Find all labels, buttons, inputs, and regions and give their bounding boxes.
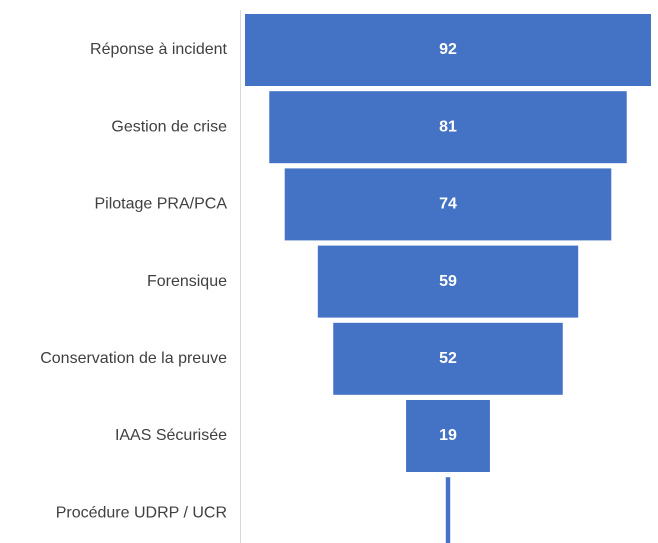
category-label: Gestion de crise	[111, 118, 227, 135]
funnel-bar	[317, 245, 579, 318]
data-label: 59	[439, 273, 457, 290]
data-label: 52	[439, 350, 457, 367]
category-label: Forensique	[147, 273, 227, 290]
data-label: 81	[439, 118, 457, 135]
category-label: Procédure UDRP / UCR	[56, 504, 227, 521]
funnel-bar	[333, 322, 563, 395]
data-label: 74	[439, 196, 457, 213]
funnel-bar	[284, 168, 612, 241]
data-label: 19	[439, 427, 457, 444]
category-label: Conservation de la preuve	[40, 350, 227, 367]
funnel-bar	[445, 477, 451, 543]
data-label: 92	[439, 41, 457, 58]
funnel-bar	[406, 400, 490, 472]
category-label: IAAS Sécurisée	[115, 427, 227, 444]
category-label: Pilotage PRA/PCA	[94, 196, 227, 213]
funnel-bar	[245, 14, 651, 86]
funnel-bar	[269, 91, 627, 164]
category-label: Réponse à incident	[90, 41, 228, 58]
